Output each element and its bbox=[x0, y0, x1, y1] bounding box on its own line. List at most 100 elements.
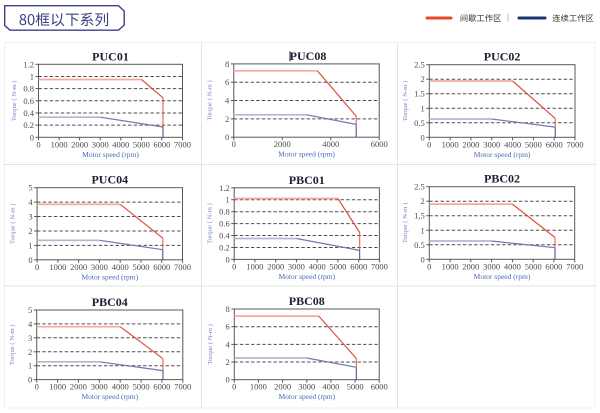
svg-text:PUC08: PUC08 bbox=[290, 49, 327, 63]
svg-text:5000: 5000 bbox=[133, 139, 150, 149]
svg-text:2000: 2000 bbox=[462, 139, 479, 149]
svg-text:5000: 5000 bbox=[525, 139, 542, 149]
svg-text:0.4: 0.4 bbox=[219, 231, 230, 241]
svg-text:3000: 3000 bbox=[288, 261, 305, 271]
svg-text:6000: 6000 bbox=[153, 262, 170, 272]
svg-text:2: 2 bbox=[421, 196, 425, 206]
svg-text:8: 8 bbox=[226, 304, 230, 314]
svg-text:0: 0 bbox=[232, 261, 236, 271]
svg-text:4000: 4000 bbox=[309, 261, 326, 271]
svg-text:1000: 1000 bbox=[250, 382, 267, 392]
svg-text:0.8: 0.8 bbox=[23, 84, 34, 94]
svg-text:1.5: 1.5 bbox=[414, 89, 425, 99]
svg-text:Torque ( N-m ): Torque ( N-m ) bbox=[207, 203, 214, 244]
svg-text:1000: 1000 bbox=[49, 382, 66, 392]
svg-text:0: 0 bbox=[28, 255, 32, 265]
svg-text:3000: 3000 bbox=[91, 382, 108, 392]
svg-text:Motor speed (rpm): Motor speed (rpm) bbox=[474, 150, 531, 159]
svg-text:1000: 1000 bbox=[246, 261, 263, 271]
svg-text:1: 1 bbox=[421, 103, 425, 113]
svg-text:Torque ( N-m ): Torque ( N-m ) bbox=[11, 81, 18, 122]
svg-text:Torque ( N-m ): Torque ( N-m ) bbox=[9, 325, 16, 366]
svg-text:4: 4 bbox=[225, 96, 230, 106]
svg-text:PBC04: PBC04 bbox=[92, 295, 128, 309]
svg-text:0: 0 bbox=[226, 375, 230, 385]
svg-text:0: 0 bbox=[30, 132, 34, 142]
svg-text:0: 0 bbox=[28, 375, 32, 385]
svg-text:0.5: 0.5 bbox=[414, 240, 425, 250]
svg-text:Motor speed (rpm): Motor speed (rpm) bbox=[474, 272, 531, 281]
svg-text:7000: 7000 bbox=[174, 139, 191, 149]
svg-text:2000: 2000 bbox=[274, 139, 291, 149]
svg-text:2000: 2000 bbox=[274, 382, 291, 392]
svg-text:6000: 6000 bbox=[545, 261, 562, 271]
svg-text:3: 3 bbox=[28, 333, 32, 343]
svg-text:1: 1 bbox=[30, 72, 34, 82]
svg-text:7000: 7000 bbox=[174, 382, 191, 392]
svg-text:Motor speed (rpm): Motor speed (rpm) bbox=[82, 150, 139, 159]
svg-text:4000: 4000 bbox=[322, 382, 339, 392]
svg-text:5: 5 bbox=[28, 305, 32, 315]
svg-text:1000: 1000 bbox=[442, 139, 459, 149]
svg-text:5: 5 bbox=[28, 183, 32, 193]
svg-text:6: 6 bbox=[226, 322, 230, 332]
svg-text:8: 8 bbox=[225, 59, 229, 69]
svg-text:1000: 1000 bbox=[51, 139, 68, 149]
svg-text:2000: 2000 bbox=[70, 262, 87, 272]
svg-text:3000: 3000 bbox=[298, 382, 315, 392]
svg-text:6000: 6000 bbox=[153, 382, 170, 392]
svg-text:0: 0 bbox=[225, 132, 229, 142]
svg-text:7000: 7000 bbox=[567, 139, 584, 149]
svg-text:5000: 5000 bbox=[329, 261, 346, 271]
svg-text:6000: 6000 bbox=[371, 382, 388, 392]
svg-text:4: 4 bbox=[28, 197, 33, 207]
svg-text:2000: 2000 bbox=[267, 261, 284, 271]
svg-text:0: 0 bbox=[421, 132, 425, 142]
svg-text:4000: 4000 bbox=[504, 139, 521, 149]
svg-text:0.6: 0.6 bbox=[23, 96, 34, 106]
svg-text:6000: 6000 bbox=[546, 139, 563, 149]
svg-text:PBC02: PBC02 bbox=[484, 172, 520, 186]
svg-text:2000: 2000 bbox=[462, 261, 479, 271]
svg-text:7000: 7000 bbox=[566, 261, 583, 271]
svg-text:4000: 4000 bbox=[112, 139, 129, 149]
svg-text:7000: 7000 bbox=[371, 261, 388, 271]
svg-text:0.2: 0.2 bbox=[219, 243, 230, 253]
svg-text:0.5: 0.5 bbox=[414, 118, 425, 128]
svg-text:1000: 1000 bbox=[442, 261, 459, 271]
svg-text:1: 1 bbox=[421, 225, 425, 235]
svg-text:1: 1 bbox=[225, 195, 229, 205]
svg-text:0.6: 0.6 bbox=[219, 219, 230, 229]
svg-text:1000: 1000 bbox=[49, 262, 66, 272]
svg-text:0: 0 bbox=[232, 382, 236, 392]
svg-text:2: 2 bbox=[421, 74, 425, 84]
svg-text:2.5: 2.5 bbox=[414, 182, 425, 192]
svg-text:0.4: 0.4 bbox=[23, 108, 34, 118]
svg-text:1.2: 1.2 bbox=[23, 59, 34, 69]
svg-text:Motor speed (rpm): Motor speed (rpm) bbox=[81, 392, 138, 401]
svg-text:PBC01: PBC01 bbox=[289, 173, 325, 187]
svg-text:3000: 3000 bbox=[483, 261, 500, 271]
svg-text:6000: 6000 bbox=[153, 139, 170, 149]
svg-text:Motor speed (rpm): Motor speed (rpm) bbox=[278, 272, 335, 281]
svg-text:2: 2 bbox=[28, 347, 32, 357]
svg-text:0: 0 bbox=[232, 139, 236, 149]
svg-text:Torque ( N-m ): Torque ( N-m ) bbox=[207, 324, 214, 365]
svg-text:1: 1 bbox=[28, 361, 32, 371]
svg-text:5000: 5000 bbox=[347, 382, 364, 392]
svg-text:4: 4 bbox=[28, 319, 33, 329]
svg-text:Motor speed (rpm): Motor speed (rpm) bbox=[278, 392, 335, 401]
svg-text:Torque ( N-m ): Torque ( N-m ) bbox=[402, 203, 409, 244]
svg-text:0: 0 bbox=[427, 261, 431, 271]
svg-text:6000: 6000 bbox=[350, 261, 367, 271]
svg-text:4000: 4000 bbox=[112, 262, 129, 272]
svg-text:2.5: 2.5 bbox=[414, 60, 425, 70]
svg-text:0: 0 bbox=[225, 254, 229, 264]
svg-text:7000: 7000 bbox=[174, 262, 191, 272]
svg-text:PUC01: PUC01 bbox=[92, 49, 129, 63]
svg-text:0: 0 bbox=[36, 139, 40, 149]
svg-text:3000: 3000 bbox=[91, 262, 108, 272]
svg-text:5000: 5000 bbox=[525, 261, 542, 271]
svg-text:6: 6 bbox=[225, 77, 229, 87]
svg-text:3: 3 bbox=[28, 212, 32, 222]
